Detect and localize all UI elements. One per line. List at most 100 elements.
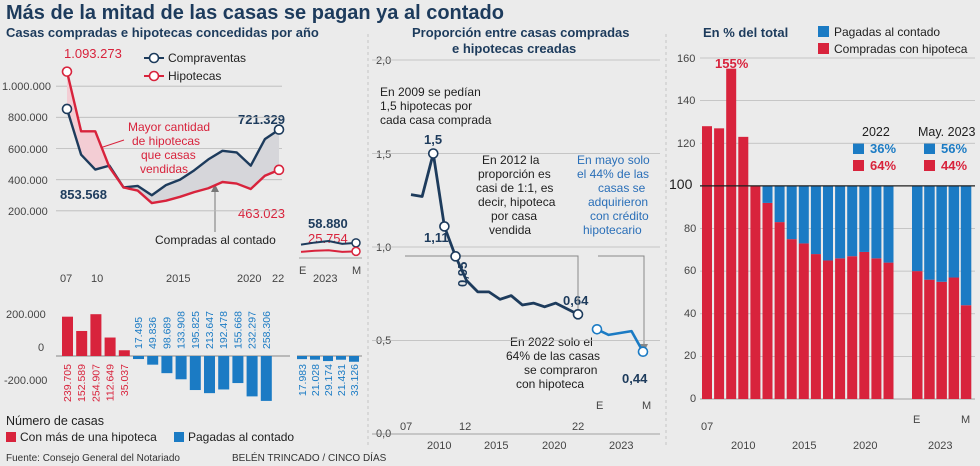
bar-contado — [847, 185, 858, 257]
line-2023-compraventas — [300, 240, 357, 246]
ann-line: con crédito — [590, 209, 649, 223]
box-2022: 2022 36% 64% — [853, 125, 896, 173]
y-tick: 160 — [677, 53, 695, 65]
ann-line: adquirieron — [588, 195, 648, 209]
y-tick: 2,0 — [376, 55, 391, 67]
x-tick: M — [352, 265, 361, 277]
box-2023-swatch-blue — [924, 143, 935, 154]
panel1-yticks: 1.000.000 800.000 600.000 400.000 200.00… — [2, 81, 51, 218]
bar-label-red: 239.705 — [62, 364, 74, 402]
x-tick: 10 — [91, 273, 103, 285]
x-tick: E — [299, 265, 306, 277]
y-tick-100: 100 — [669, 176, 693, 192]
bar-blue — [161, 356, 173, 374]
bar-label-blue: 192.478 — [218, 311, 230, 349]
bar-contado — [762, 185, 773, 203]
x-tick: E — [596, 400, 603, 412]
label-comp-last: 721.329 — [238, 112, 285, 127]
point-compraventas-last — [273, 124, 285, 135]
bar-contado — [835, 185, 846, 259]
line-2023-hipotecas — [300, 249, 357, 253]
label-0-44: 0,44 — [622, 371, 648, 386]
bar-contado — [823, 185, 833, 261]
area-more-hipotecas — [67, 71, 124, 188]
point-ratio — [439, 221, 450, 232]
ann-line: En 2022 solo el — [510, 335, 593, 349]
ann-line: En 2012 la — [482, 153, 540, 167]
bar-hipoteca-2023 — [948, 277, 960, 399]
bar-red — [76, 330, 88, 356]
ann-line: de hipotecas — [132, 134, 200, 148]
ann-line: En mayo solo — [577, 153, 650, 167]
bar-contado — [859, 185, 870, 252]
bar-blue-2023 — [310, 356, 320, 360]
x-tick: 2015 — [484, 440, 508, 452]
ann-line: 64% de las casas — [506, 349, 600, 363]
y-tick: 20 — [684, 350, 696, 362]
box-2022-hipoteca: 64% — [870, 158, 896, 173]
annotation-2022: En 2022 solo el 64% de las casas se comp… — [506, 335, 600, 391]
x-tick: E — [913, 414, 920, 426]
bar-label-blue: 258.306 — [261, 311, 273, 349]
bar-hipoteca — [859, 251, 870, 399]
box-2022-contado: 36% — [870, 141, 896, 156]
ann-line: cada casa comprada — [380, 113, 492, 127]
ann-line: se compraron — [524, 363, 597, 377]
bar-label-blue: 49.836 — [147, 317, 159, 349]
bar-label-2023: 17.983 — [297, 364, 309, 396]
x-tick: 2023 — [609, 440, 633, 452]
ann-arrow — [211, 184, 219, 192]
bar-contado — [798, 185, 809, 244]
panel2-title-line2: e hipotecas creadas — [452, 41, 576, 56]
box-2023-hipoteca: 44% — [941, 158, 967, 173]
bar-hipoteca — [823, 260, 833, 399]
ann-line: por casa — [491, 209, 537, 223]
point-2023-compraventas — [351, 238, 361, 248]
x-tick: 2015 — [792, 440, 816, 452]
bar-hipoteca — [714, 128, 725, 400]
bar-blue — [232, 356, 244, 384]
annotation-mayor: Mayor cantidad de hipotecas que casas ve… — [99, 120, 210, 176]
bar-hipoteca-2023 — [924, 279, 935, 399]
bar-contado-2023 — [960, 185, 972, 306]
label-1-11: 1,11 — [424, 230, 449, 245]
label-hip-first: 1.093.273 — [64, 46, 122, 61]
legend-marker-hipotecas — [148, 70, 160, 82]
y-tick: 140 — [677, 95, 695, 107]
bar-contado-2023 — [936, 185, 947, 282]
x-tick: 2020 — [237, 273, 261, 285]
bar-contado-2023 — [948, 185, 960, 278]
point-compraventas-first — [61, 103, 73, 115]
ann-line: que casas — [141, 148, 196, 162]
panel3-legend: Pagadas al contado Compradas con hipotec… — [818, 25, 968, 56]
bar-label-blue: 98.689 — [161, 317, 173, 349]
point-ratio-2023-last — [637, 346, 649, 358]
x-tick: M — [642, 400, 651, 412]
box-2023-contado: 56% — [941, 141, 967, 156]
point-ratio — [427, 148, 439, 159]
panel1-title: Casas compradas e hipotecas concedidas p… — [6, 25, 319, 40]
bar-hipoteca — [810, 254, 821, 399]
bar-contado — [774, 185, 785, 223]
y-tick: 200.000 — [6, 309, 46, 321]
y-tick: 600.000 — [8, 144, 48, 156]
bar-hipoteca — [871, 258, 882, 399]
legend-red: Con más de una hipoteca — [20, 430, 157, 444]
legend-swatch-red — [6, 432, 16, 442]
bar-hipoteca — [762, 202, 773, 399]
point-ratio-2023-first — [591, 323, 603, 335]
legend-hipotecas: Hipotecas — [168, 69, 221, 83]
label-hip-last: 463.023 — [238, 206, 285, 221]
x-tick: 2020 — [853, 440, 877, 452]
x-tick: 2010 — [427, 440, 451, 452]
bar-red — [62, 316, 73, 356]
panel3-yticks: 160 140 120 100 80 60 40 20 0 — [669, 53, 696, 405]
bar-label-2023: 33.126 — [349, 364, 361, 396]
legend-hipoteca: Compradas con hipoteca — [834, 42, 968, 56]
bar-hipoteca-2023 — [960, 305, 972, 399]
y-tick: 60 — [684, 265, 696, 277]
y-tick: 0,5 — [376, 335, 391, 347]
label-0-64: 0,64 — [563, 293, 589, 308]
bar-label-blue: 133.908 — [176, 311, 188, 349]
